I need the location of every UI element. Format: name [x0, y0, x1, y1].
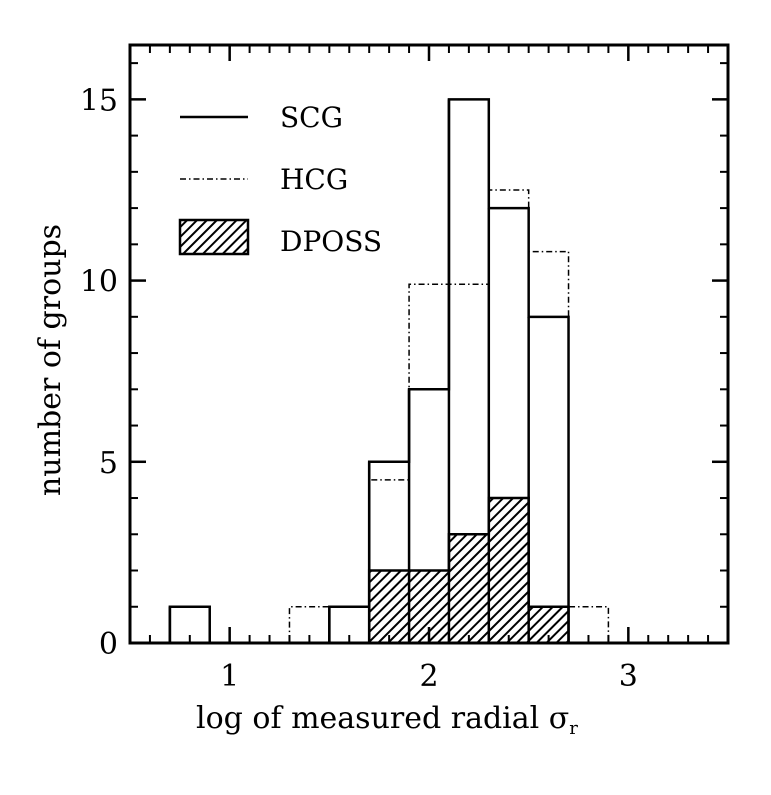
legend-swatch-hatched — [178, 218, 250, 256]
legend-label-dposs: DPOSS — [280, 225, 382, 258]
legend-label-hcg: HCG — [280, 163, 348, 196]
y-axis-title: number of groups — [33, 224, 68, 496]
axes: 1 2 3 0 5 10 15 — [80, 45, 728, 694]
x-axis-title: log of measured radial σr — [196, 701, 578, 739]
x-tick-label: 1 — [220, 659, 239, 694]
legend-label-scg: SCG — [280, 101, 343, 134]
legend: SCG HCG DPOSS — [178, 101, 382, 258]
plot-frame — [128, 43, 730, 645]
plot-area — [168, 98, 649, 645]
legend-item-scg: SCG — [180, 101, 343, 134]
y-tick-label: 15 — [80, 83, 118, 118]
y-tick-label: 10 — [80, 265, 118, 300]
x-tick-label: 2 — [419, 659, 438, 694]
legend-item-dposs: DPOSS — [178, 218, 382, 258]
y-tick-label: 5 — [99, 446, 118, 481]
legend-item-hcg: HCG — [180, 163, 348, 196]
x-tick-label: 3 — [619, 659, 638, 694]
y-tick-label: 0 — [99, 627, 118, 662]
